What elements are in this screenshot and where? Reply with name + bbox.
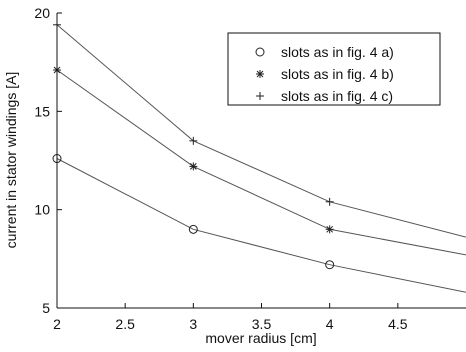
legend-box xyxy=(227,32,441,106)
data-point-star-marker xyxy=(189,162,198,171)
legend-marker-plus-icon xyxy=(256,92,264,100)
y-axis-label: current in stator windings [A] xyxy=(3,72,19,249)
data-point-star-marker xyxy=(325,225,334,234)
x-tick-label: 3.5 xyxy=(252,316,272,332)
x-tick-label: 2.5 xyxy=(115,316,135,332)
y-tick-label: 20 xyxy=(34,5,50,21)
series-line-3 xyxy=(56,24,466,238)
x-tick-label: 4 xyxy=(326,316,334,332)
x-tick-label: 4.5 xyxy=(388,316,408,332)
data-point-circle-marker xyxy=(325,260,335,270)
series-line-1 xyxy=(56,158,466,293)
y-tick-label: 15 xyxy=(34,103,50,119)
data-point-circle-marker xyxy=(188,224,198,234)
legend-label: slots as in fig. 4 a) xyxy=(281,44,394,60)
legend-label: slots as in fig. 4 c) xyxy=(281,88,393,104)
legend-marker-circle-icon xyxy=(255,47,265,57)
legend-label: slots as in fig. 4 b) xyxy=(281,66,394,82)
series-line-2 xyxy=(56,69,466,256)
y-tick-label: 10 xyxy=(34,202,50,218)
y-tick-label: 5 xyxy=(42,300,50,316)
legend-marker-star-icon xyxy=(256,70,264,78)
data-point-plus-marker xyxy=(189,136,198,145)
legend: slots as in fig. 4 a) slots as in fig. 4 … xyxy=(227,32,441,106)
x-axis-label: mover radius [cm] xyxy=(205,330,316,346)
x-tick-label: 2 xyxy=(53,316,61,332)
x-tick-label: 3 xyxy=(189,316,197,332)
axes-layer: 2 2.5 3 3.5 4 4.5 5 10 15 20 xyxy=(34,5,466,332)
data-point-plus-marker xyxy=(325,197,334,206)
